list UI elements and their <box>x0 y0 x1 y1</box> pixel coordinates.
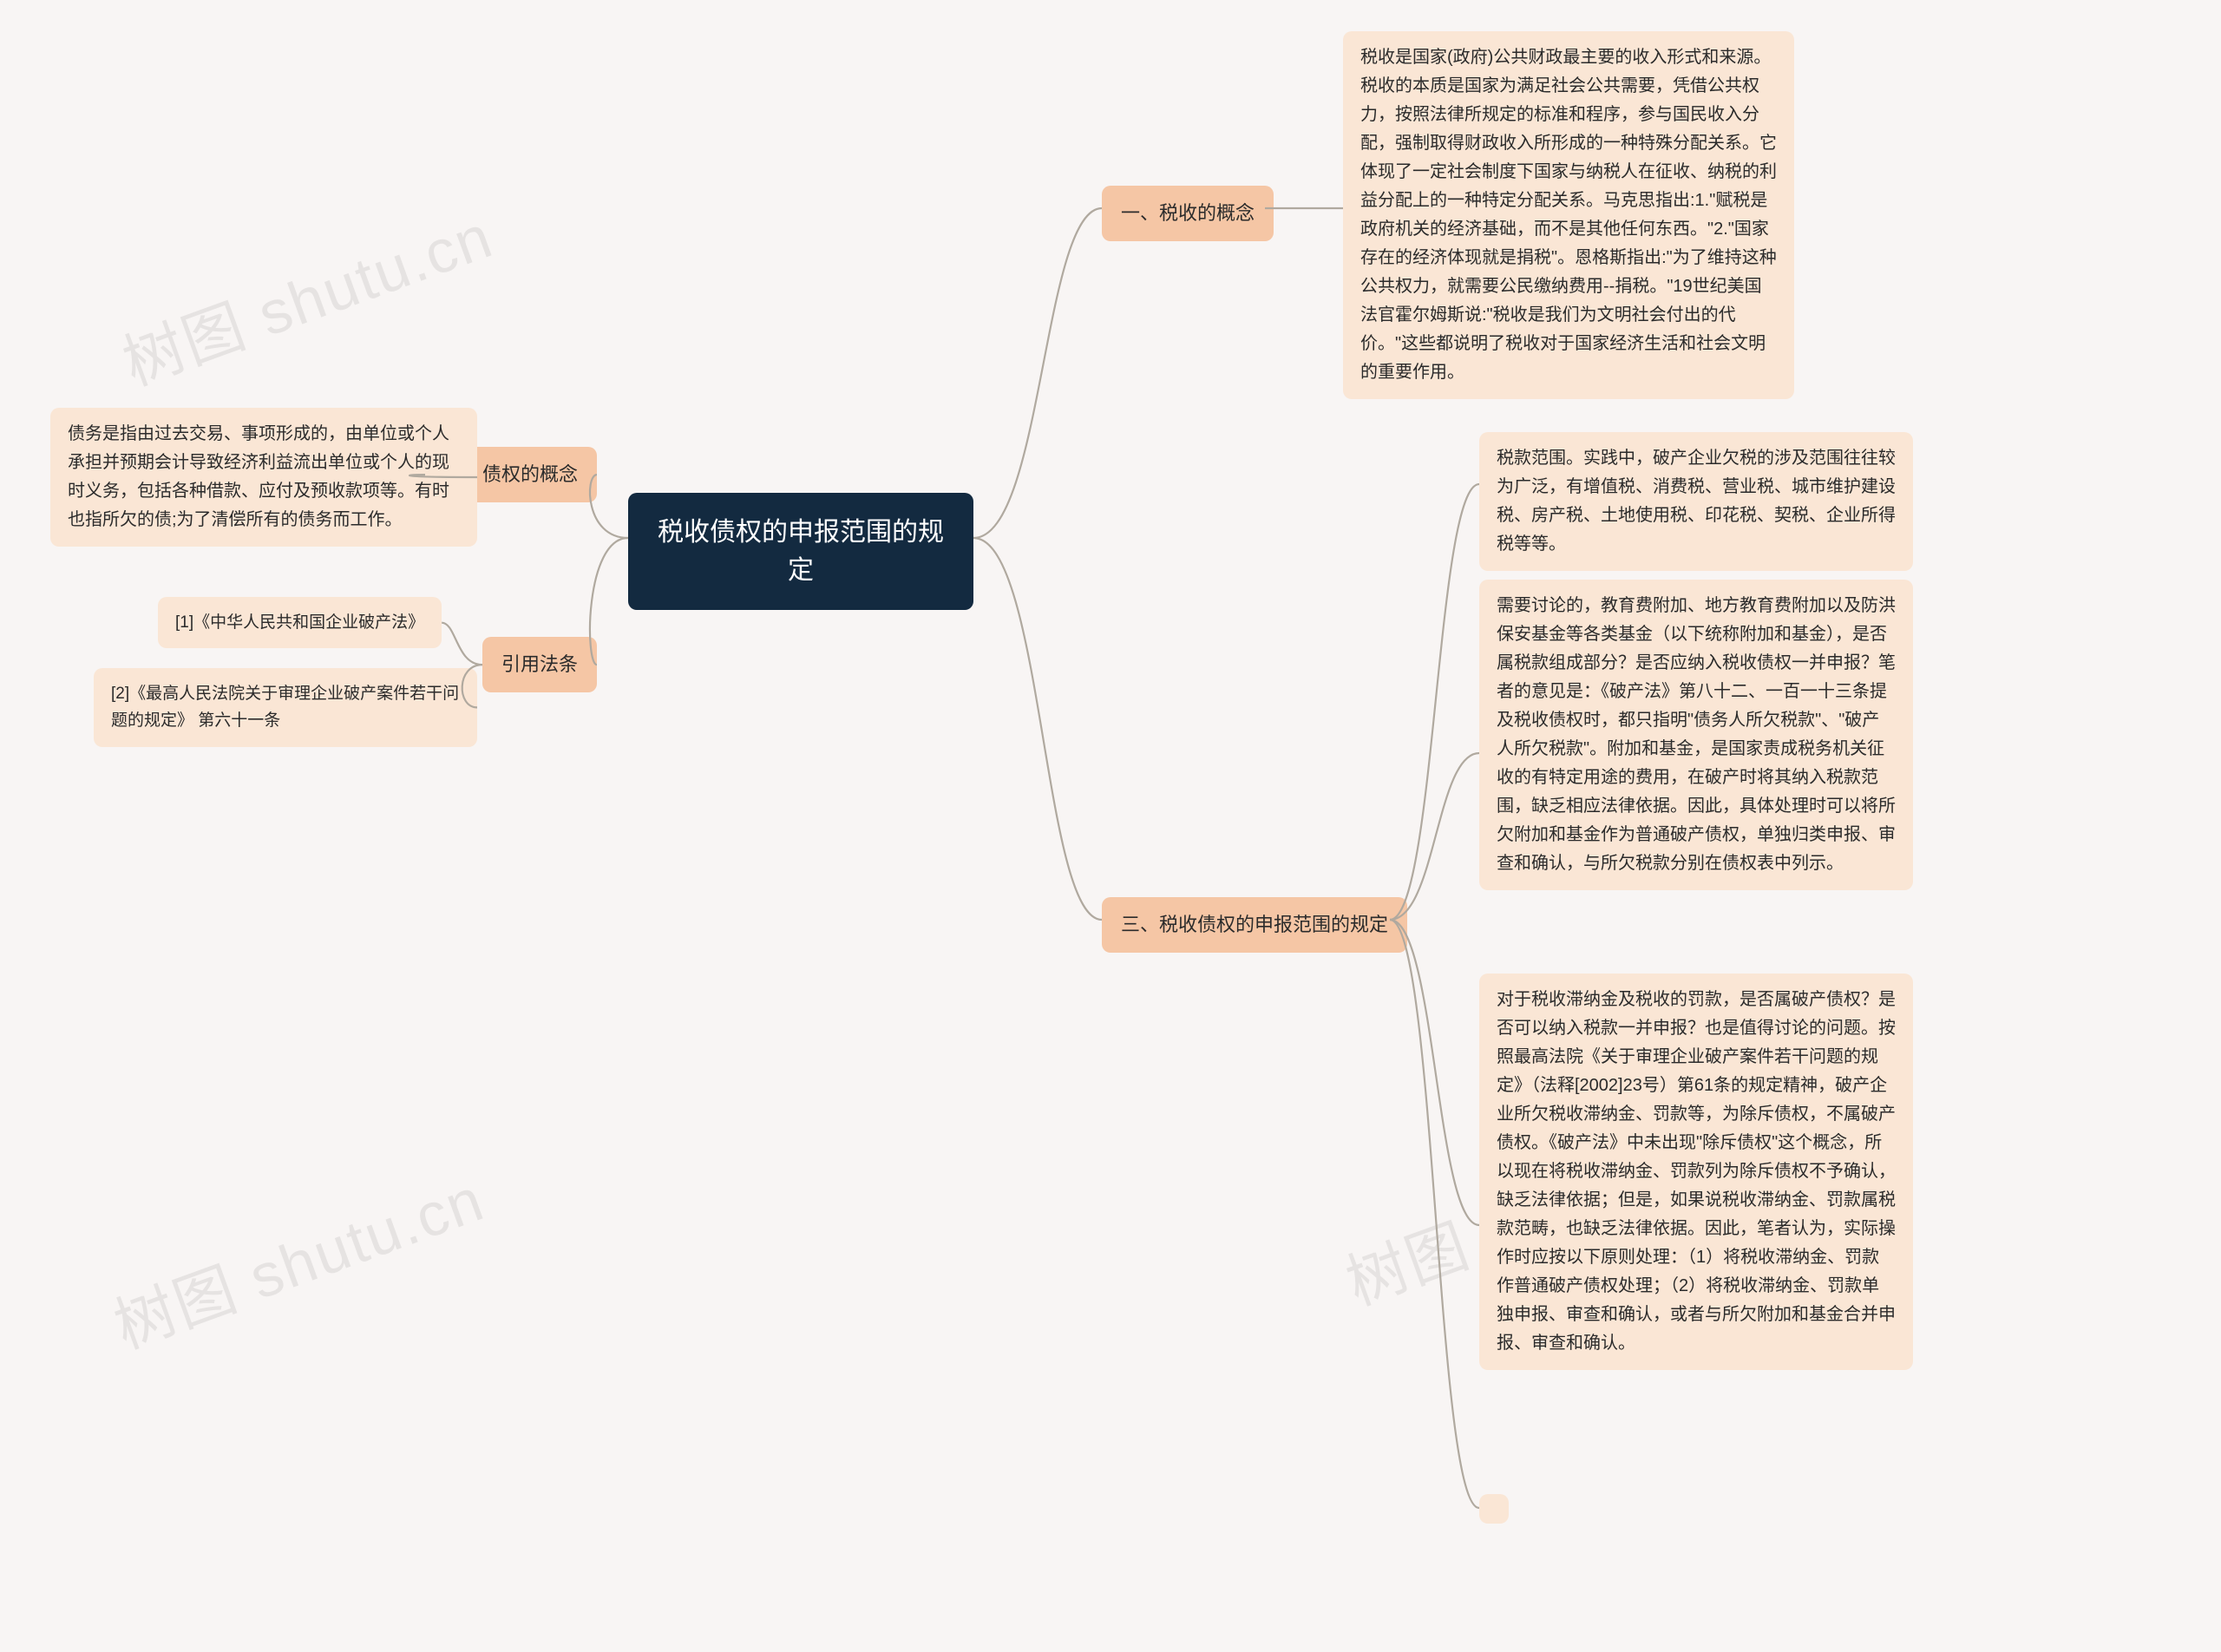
leaf-scope-2: 需要讨论的，教育费附加、地方教育费附加以及防洪保安基金等各类基金（以下统称附加和… <box>1479 580 1913 890</box>
leaf-scope-1: 税款范围。实践中，破产企业欠税的涉及范围往往较为广泛，有增值税、消费税、营业税、… <box>1479 432 1913 571</box>
leaf-tax-concept: 税收是国家(政府)公共财政最主要的收入形式和来源。税收的本质是国家为满足社会公共… <box>1343 31 1794 399</box>
leaf-scope-3: 对于税收滞纳金及税收的罚款，是否属破产债权？是否可以纳入税款一并申报？也是值得讨… <box>1479 974 1913 1370</box>
branch-citations-label: 引用法条 <box>501 653 578 675</box>
leaf-debt-concept-text: 债务是指由过去交易、事项形成的，由单位或个人承担并预期会计导致经济利益流出单位或… <box>68 424 449 529</box>
leaf-debt-concept: 债务是指由过去交易、事项形成的，由单位或个人承担并预期会计导致经济利益流出单位或… <box>50 408 477 547</box>
branch-tax-concept: 一、税收的概念 <box>1102 186 1274 241</box>
leaf-citation-2: [2]《最高人民法院关于审理企业破产案件若干问题的规定》 第六十一条 <box>94 668 477 747</box>
branch-tax-concept-label: 一、税收的概念 <box>1121 202 1255 224</box>
leaf-scope-empty <box>1479 1494 1509 1524</box>
leaf-scope-2-text: 需要讨论的，教育费附加、地方教育费附加以及防洪保安基金等各类基金（以下统称附加和… <box>1497 596 1896 873</box>
leaf-citation-1-text: [1]《中华人民共和国企业破产法》 <box>175 613 424 632</box>
leaf-scope-1-text: 税款范围。实践中，破产企业欠税的涉及范围往往较为广泛，有增值税、消费税、营业税、… <box>1497 449 1896 554</box>
leaf-citation-2-text: [2]《最高人民法院关于审理企业破产案件若干问题的规定》 第六十一条 <box>111 685 459 730</box>
leaf-scope-3-text: 对于税收滞纳金及税收的罚款，是否属破产债权？是否可以纳入税款一并申报？也是值得讨… <box>1497 990 1896 1353</box>
leaf-citation-1: [1]《中华人民共和国企业破产法》 <box>158 597 442 648</box>
center-line1: 税收债权的申报范围的规 <box>658 518 944 547</box>
center-line2: 定 <box>788 556 814 585</box>
branch-tax-claim-scope-label: 三、税收债权的申报范围的规定 <box>1121 914 1388 935</box>
branch-citations: 引用法条 <box>482 637 597 692</box>
center-node: 税收债权的申报范围的规 定 <box>628 493 973 610</box>
branch-tax-claim-scope: 三、税收债权的申报范围的规定 <box>1102 897 1407 953</box>
leaf-tax-concept-text: 税收是国家(政府)公共财政最主要的收入形式和来源。税收的本质是国家为满足社会公共… <box>1360 48 1777 382</box>
